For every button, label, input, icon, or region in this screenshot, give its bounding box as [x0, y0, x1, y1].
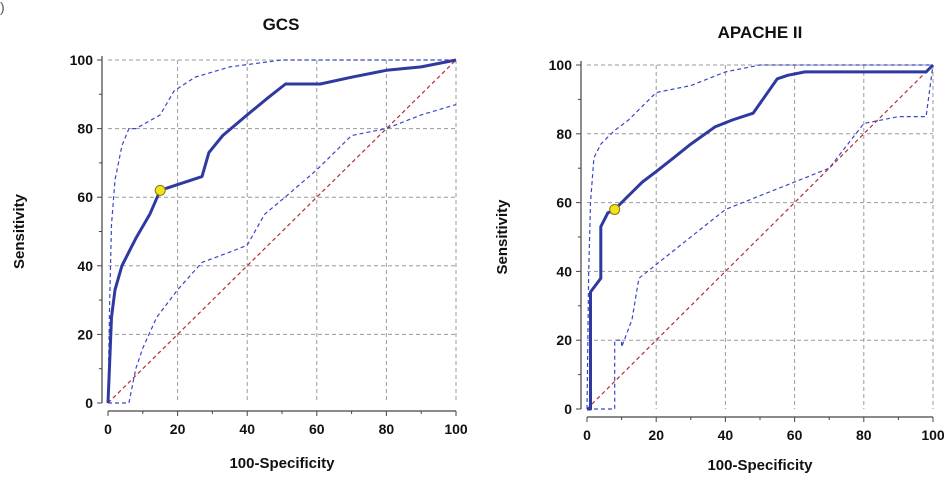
y-tick-label: 0 [564, 401, 572, 417]
x-tick-label: 20 [170, 421, 186, 437]
y-tick-label: 0 [85, 395, 93, 411]
x-tick-label: 0 [104, 421, 112, 437]
ci-upper-line [107, 59, 456, 404]
y-tick-label: 20 [556, 332, 572, 348]
y-tick-label: 20 [77, 326, 93, 342]
x-tick-label: 100 [444, 421, 468, 437]
diagonal-line [107, 59, 457, 404]
diagonal-line [586, 64, 934, 410]
ci-upper-line [586, 64, 933, 410]
roc-line [587, 63, 935, 411]
cutoff-point [154, 184, 166, 196]
x-tick-label: 0 [583, 427, 591, 443]
x-tick-label: 80 [379, 421, 395, 437]
y-axis-label: Sensitivity [494, 199, 511, 275]
y-tick-label: 40 [77, 258, 93, 274]
x-tick-label: 60 [309, 421, 325, 437]
x-tick-label: 40 [718, 427, 734, 443]
roc-line [106, 58, 457, 404]
x-axis-label: 100-Specificity [707, 457, 813, 474]
y-tick-label: 100 [549, 57, 573, 73]
y-tick-label: 80 [556, 126, 572, 142]
cutoff-point [609, 203, 621, 215]
y-tick-label: 60 [77, 189, 93, 205]
x-tick-label: 40 [239, 421, 255, 437]
chart-panel-1: 0 20 40 60 80 100 0 20 40 60 80 100 GCS 100-Specifici… [11, 15, 468, 472]
y-tick-label: 80 [77, 121, 93, 137]
ci-lower-line [108, 104, 457, 404]
chart-title: APACHE II [718, 23, 803, 42]
y-tick-label: 40 [556, 263, 572, 279]
x-tick-label: 100 [921, 427, 945, 443]
chart-panel-2: 0 20 40 60 80 100 0 20 40 60 80 100 APACHE II 100-Spe… [494, 23, 945, 474]
chart-title: GCS [263, 15, 300, 34]
x-tick-label: 60 [787, 427, 803, 443]
x-tick-label: 20 [648, 427, 664, 443]
x-tick-label: 80 [856, 427, 872, 443]
y-tick-label: 60 [556, 195, 572, 211]
grid [108, 59, 457, 403]
ci-lower-line [587, 64, 934, 410]
x-axis-label: 100-Specificity [229, 455, 335, 472]
y-tick-label: 100 [70, 52, 94, 68]
y-axis-label: Sensitivity [11, 193, 28, 269]
corner-mark: ) [0, 0, 5, 15]
